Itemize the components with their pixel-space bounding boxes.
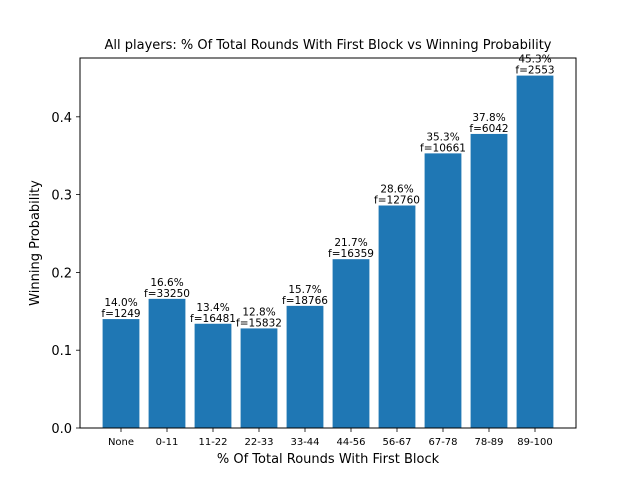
bar-None	[102, 319, 140, 428]
bar-frequency-label: f=15832	[236, 317, 282, 329]
bar-frequency-label: f=2553	[515, 65, 554, 77]
x-tick-label: 67-78	[428, 437, 457, 448]
bar-22-33	[240, 328, 278, 428]
x-tick-label: 89-100	[517, 437, 552, 448]
y-tick-label: 0.2	[51, 266, 72, 281]
y-tick-label: 0.1	[51, 344, 72, 359]
bars-group	[102, 75, 554, 428]
data-labels-group: 14.0%f=1249 16.6%f=33250 13.4%f=16481 12.8%…	[101, 54, 554, 330]
chart-title: All players: % Of Total Rounds With Firs…	[104, 38, 551, 53]
bar-percent-label: 35.3%	[426, 131, 459, 143]
bar-percent-label: 15.7%	[288, 284, 321, 296]
bar-11-22	[194, 323, 232, 428]
x-tick-label: 33-44	[290, 437, 319, 448]
y-tick-label: 0.0	[51, 422, 72, 437]
bar-frequency-label: f=33250	[144, 288, 190, 300]
bar-frequency-label: f=18766	[282, 295, 328, 307]
y-tick-label: 0.3	[51, 189, 72, 204]
bar-percent-label: 21.7%	[334, 237, 367, 249]
bar-78-89	[470, 133, 508, 428]
bar-percent-label: 28.6%	[380, 184, 413, 196]
x-tick-label: 78-89	[474, 437, 503, 448]
bar-0-11	[148, 298, 186, 428]
x-tick-label: 22-33	[244, 437, 273, 448]
bar-percent-label: 37.8%	[472, 112, 505, 124]
x-tick-label: 0-11	[156, 437, 179, 448]
bar-frequency-label: f=1249	[101, 308, 140, 320]
bar-percent-label: 45.3%	[518, 54, 551, 66]
x-tick-label: 11-22	[198, 437, 227, 448]
bar-percent-label: 16.6%	[150, 277, 183, 289]
bar-percent-label: 14.0%	[104, 297, 137, 309]
x-tick-label: 44-56	[336, 437, 365, 448]
bar-percent-label: 13.4%	[196, 302, 229, 314]
bar-frequency-label: f=16481	[190, 313, 236, 325]
x-axis-label: % Of Total Rounds With First Block	[217, 452, 440, 467]
x-axis-ticks: None 0-11 11-22 22-33 33-44 44-56 56-67 67-78 78…	[108, 428, 553, 448]
x-tick-label: 56-67	[382, 437, 411, 448]
bar-frequency-label: f=6042	[469, 123, 508, 135]
bar-percent-label: 12.8%	[242, 306, 275, 318]
bar-67-78	[424, 153, 462, 428]
bar-33-44	[286, 305, 324, 428]
plot-area-frame	[79, 57, 577, 429]
bar-89-100	[516, 75, 554, 428]
bar-frequency-label: f=12760	[374, 195, 420, 207]
y-tick-label: 0.4	[51, 111, 72, 126]
y-axis-label: Winning Probability	[28, 180, 43, 306]
bar-frequency-label: f=16359	[328, 248, 374, 260]
bar-frequency-label: f=10661	[420, 142, 466, 154]
bar-56-67	[378, 205, 416, 428]
x-tick-label: None	[108, 437, 134, 448]
y-axis-ticks: 0.0 0.1 0.2 0.3 0.4	[51, 111, 80, 437]
bar-44-56	[332, 259, 370, 428]
